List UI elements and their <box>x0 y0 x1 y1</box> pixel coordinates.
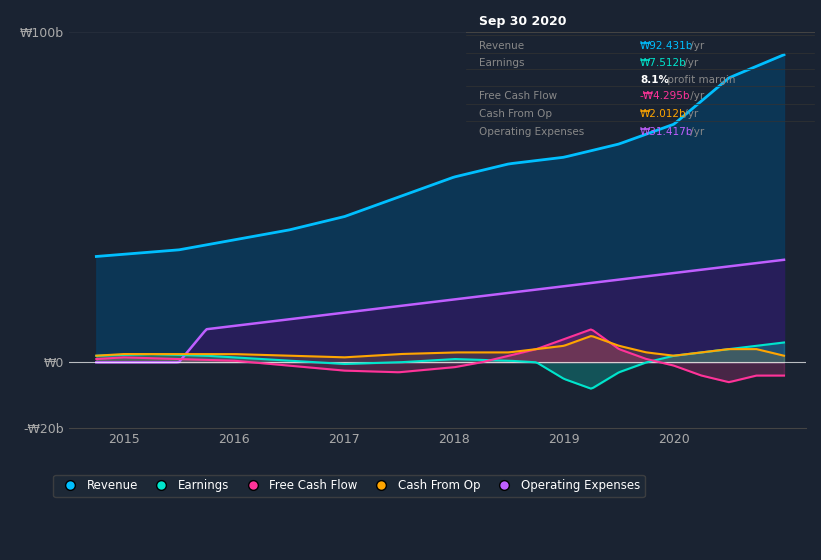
Text: /yr: /yr <box>687 127 704 137</box>
Text: Revenue: Revenue <box>479 41 525 50</box>
Text: profit margin: profit margin <box>663 75 735 85</box>
Text: -₩4.295b: -₩4.295b <box>640 91 690 101</box>
Text: /yr: /yr <box>681 58 699 68</box>
Text: Operating Expenses: Operating Expenses <box>479 127 585 137</box>
Text: Cash From Op: Cash From Op <box>479 109 553 119</box>
Text: ₩7.512b: ₩7.512b <box>640 58 686 68</box>
Text: 8.1%: 8.1% <box>640 75 669 85</box>
Legend: Revenue, Earnings, Free Cash Flow, Cash From Op, Operating Expenses: Revenue, Earnings, Free Cash Flow, Cash … <box>53 474 644 497</box>
Text: Sep 30 2020: Sep 30 2020 <box>479 15 567 27</box>
Text: ₩31.417b: ₩31.417b <box>640 127 694 137</box>
Text: ₩2.012b: ₩2.012b <box>640 109 686 119</box>
Text: ₩92.431b: ₩92.431b <box>640 41 694 50</box>
Text: /yr: /yr <box>687 41 704 50</box>
Text: Earnings: Earnings <box>479 58 525 68</box>
Text: Free Cash Flow: Free Cash Flow <box>479 91 557 101</box>
Text: /yr: /yr <box>681 109 699 119</box>
Text: /yr: /yr <box>687 91 704 101</box>
